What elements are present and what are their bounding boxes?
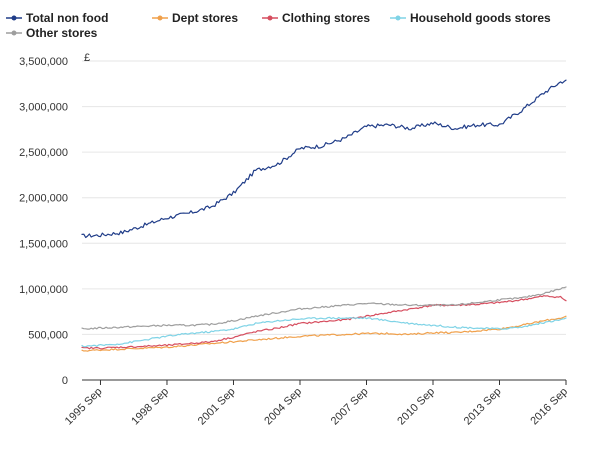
x-tick-label: 2007 Sep (329, 386, 371, 428)
series-line-household-goods-stores[interactable] (81, 316, 567, 348)
legend-item[interactable]: Other stores (6, 26, 98, 40)
x-tick-label: 2016 Sep (528, 386, 570, 428)
legend-marker (11, 15, 17, 21)
y-tick-label: 500,000 (28, 329, 68, 341)
y-axis: 0 500,000 1,000,000 1,500,000 2,000,000 2,500… (19, 56, 68, 387)
y-tick-label: 3,500,000 (19, 56, 68, 68)
y-axis-unit-label: £ (84, 52, 90, 64)
series-line-other-stores[interactable] (81, 286, 567, 330)
legend-item[interactable]: Dept stores (152, 11, 238, 25)
x-tick-label: 1998 Sep (129, 386, 171, 428)
y-tick-label: 1,000,000 (19, 284, 68, 296)
x-tick-label: 2013 Sep (462, 386, 504, 428)
gridlines (82, 60, 566, 335)
series-line-dept-stores[interactable] (81, 315, 567, 352)
y-tick-label: 2,500,000 (19, 147, 68, 159)
series-lines (81, 79, 567, 352)
legend-item[interactable]: Household goods stores (390, 11, 551, 25)
legend-item[interactable]: Total non food (6, 11, 108, 25)
legend-label: Dept stores (172, 11, 238, 25)
y-tick-label: 0 (62, 375, 68, 387)
legend: Total non food Dept stores Clothing stores… (6, 11, 551, 40)
series-line-clothing-stores[interactable] (81, 295, 567, 350)
x-axis: 1995 Sep 1998 Sep 2001 Sep 2004 Sep 2007 Sep… (63, 380, 570, 427)
legend-marker (157, 15, 163, 21)
series-line-total-non-food[interactable] (81, 79, 567, 239)
legend-item[interactable]: Clothing stores (262, 11, 370, 25)
x-tick-label: 2001 Sep (196, 386, 238, 428)
legend-marker (395, 15, 401, 21)
legend-marker (11, 30, 17, 36)
legend-label: Other stores (26, 26, 98, 40)
y-tick-label: 2,000,000 (19, 193, 68, 205)
x-tick-label: 2010 Sep (395, 386, 437, 428)
x-tick-label: 1995 Sep (63, 386, 105, 428)
legend-marker (267, 15, 273, 21)
x-tick-label: 2004 Sep (262, 386, 304, 428)
legend-label: Clothing stores (282, 11, 370, 25)
legend-label: Household goods stores (410, 11, 551, 25)
legend-label: Total non food (26, 11, 108, 25)
y-tick-label: 1,500,000 (19, 238, 68, 250)
y-tick-label: 3,000,000 (19, 102, 68, 114)
